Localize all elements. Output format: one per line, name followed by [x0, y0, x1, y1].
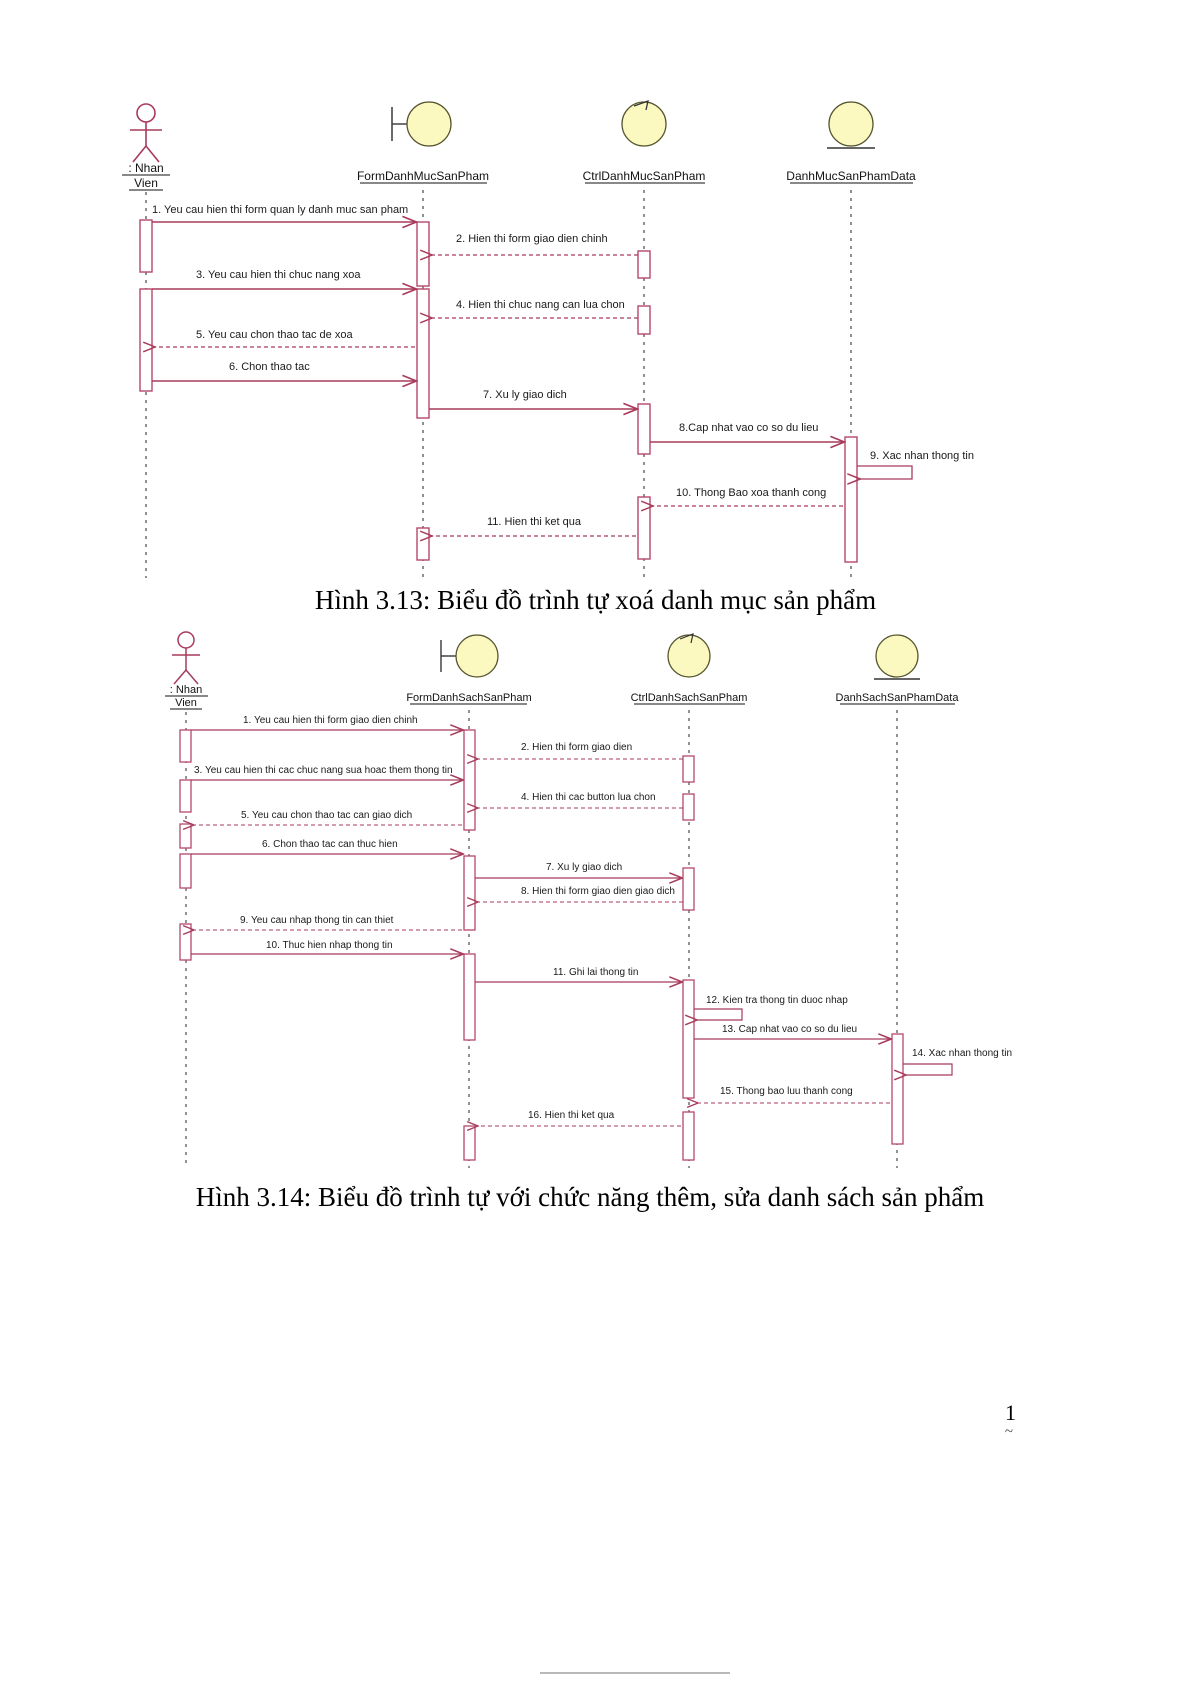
message-2-15: 15. Thong bao luu thanh cong — [697, 1086, 890, 1103]
message-2-16: 16. Hien thi ket qua — [477, 1110, 681, 1126]
lifeline-head-control — [621, 99, 667, 147]
svg-text:15. Thong bao luu thanh cong: 15. Thong bao luu thanh cong — [720, 1086, 853, 1097]
message-3: 3. Yeu cau hien thi chuc nang xoa — [152, 269, 415, 289]
lifeline-dashes-2 — [185, 710, 898, 1168]
lifeline-label-entity: DanhMucSanPhamData — [786, 169, 916, 183]
message-2: 2. Hien thi form giao dien chinh — [431, 233, 638, 255]
message-9-self: 9. Xac nhan thong tin — [857, 450, 974, 479]
lifeline-head-boundary — [391, 101, 452, 147]
message-2-5: 5. Yeu cau chon thao tac can giao dich — [193, 810, 462, 825]
message-5: 5. Yeu cau chon thao tac de xoa — [154, 329, 415, 347]
svg-text:11. Hien thi ket qua: 11. Hien thi ket qua — [487, 516, 582, 528]
lifeline-label-control: CtrlDanhMucSanPham — [583, 169, 706, 183]
message-11: 11. Hien thi ket qua — [431, 516, 636, 536]
activation-bars-2 — [179, 729, 904, 1161]
message-2-6: 6. Chon thao tac can thuc hien — [191, 839, 462, 854]
page-number-underline: ~ — [1004, 1424, 1013, 1440]
svg-text:16. Hien thi ket qua: 16. Hien thi ket qua — [528, 1110, 615, 1121]
lifeline-label-control-2: CtrlDanhSachSanPham — [631, 692, 748, 704]
svg-text:3. Yeu cau hien thi chuc nang: 3. Yeu cau hien thi chuc nang xoa — [196, 269, 361, 281]
svg-text:9. Yeu cau nhap thong tin can: 9. Yeu cau nhap thong tin can thiet — [240, 915, 394, 926]
lifeline-label-boundary-2: FormDanhSachSanPham — [406, 692, 531, 704]
svg-text:12. Kien tra thong tin duoc nh: 12. Kien tra thong tin duoc nhap — [706, 995, 848, 1006]
page-number: 1 — [1005, 1400, 1016, 1425]
svg-text:14. Xac nhan thong tin: 14. Xac nhan thong tin — [912, 1048, 1012, 1059]
svg-text:3. Yeu cau hien thi cac chuc n: 3. Yeu cau hien thi cac chuc nang sua ho… — [194, 765, 453, 776]
message-2-11: 11. Ghi lai thong tin — [475, 967, 681, 982]
svg-text:6. Chon thao tac can thuc hien: 6. Chon thao tac can thuc hien — [262, 839, 398, 850]
svg-text:6. Chon thao tac: 6. Chon thao tac — [229, 361, 310, 373]
svg-text:2. Hien thi form giao dien chi: 2. Hien thi form giao dien chinh — [456, 233, 608, 245]
figure-caption-3-14: Hình 3.14: Biểu đồ trình tự với chức năn… — [195, 1182, 985, 1212]
lifeline-label-entity-2: DanhSachSanPhamData — [836, 692, 960, 704]
footer-divider — [540, 1672, 730, 1674]
svg-text:1. Yeu cau hien thi form quan: 1. Yeu cau hien thi form quan ly danh mu… — [152, 204, 408, 216]
svg-text:11. Ghi lai thong tin: 11. Ghi lai thong tin — [553, 967, 638, 978]
lifeline-head-control-2 — [667, 633, 711, 678]
message-2-3: 3. Yeu cau hien thi cac chuc nang sua ho… — [191, 765, 462, 780]
message-8: 8.Cap nhat vao co so du lieu — [650, 422, 843, 442]
svg-text:8. Hien thi form giao dien gia: 8. Hien thi form giao dien giao dich — [521, 886, 675, 897]
lifeline-head-entity — [827, 101, 875, 149]
lifeline-label-actor-line1: : Nhan — [128, 161, 163, 175]
svg-text:10. Thuc hien nhap thong tin: 10. Thuc hien nhap thong tin — [266, 940, 393, 951]
sequence-diagram-xoa-danh-muc: : Nhan Vien FormDanhMucSanPham CtrlDanhM… — [0, 0, 1191, 600]
message-7: 7. Xu ly giao dich — [429, 389, 636, 409]
message-2-4: 4. Hien thi cac button lua chon — [477, 792, 683, 808]
lifeline-head-entity-2 — [874, 634, 920, 680]
message-2-9: 9. Yeu cau nhap thong tin can thiet — [193, 915, 462, 930]
svg-text:13. Cap nhat vao co so du lieu: 13. Cap nhat vao co so du lieu — [722, 1024, 857, 1035]
svg-text:2. Hien thi form giao dien: 2. Hien thi form giao dien — [521, 742, 632, 753]
message-2-10: 10. Thuc hien nhap thong tin — [191, 940, 462, 954]
lifeline-label-boundary: FormDanhMucSanPham — [357, 169, 489, 183]
message-2-13: 13. Cap nhat vao co so du lieu — [694, 1024, 890, 1039]
lifeline-label-actor-line2: Vien — [134, 176, 158, 190]
svg-text:7. Xu ly giao dich: 7. Xu ly giao dich — [546, 862, 622, 873]
lifeline-head-actor — [130, 103, 162, 163]
svg-text:9. Xac nhan thong tin: 9. Xac nhan thong tin — [870, 450, 974, 462]
message-10: 10. Thong Bao xoa thanh cong — [652, 487, 843, 506]
svg-text:1. Yeu cau hien thi form giao: 1. Yeu cau hien thi form giao dien chinh — [243, 715, 418, 726]
message-1: 1. Yeu cau hien thi form quan ly danh mu… — [152, 204, 415, 222]
lifeline-label-actor-2-line2: Vien — [175, 697, 197, 709]
svg-text:5. Yeu cau chon thao tac can g: 5. Yeu cau chon thao tac can giao dich — [241, 810, 412, 821]
message-6: 6. Chon thao tac — [152, 361, 415, 381]
svg-text:7. Xu ly giao dich: 7. Xu ly giao dich — [483, 389, 567, 401]
message-4: 4. Hien thi chuc nang can lua chon — [431, 299, 638, 318]
message-2-2: 2. Hien thi form giao dien — [477, 742, 683, 759]
message-2-8: 8. Hien thi form giao dien giao dich — [477, 886, 683, 902]
figure-caption-3-13: Hình 3.13: Biểu đồ trình tự xoá danh mục… — [314, 585, 877, 615]
lifeline-head-actor-2 — [172, 631, 200, 685]
svg-text:4. Hien thi chuc nang can lua: 4. Hien thi chuc nang can lua chon — [456, 299, 625, 311]
message-2-1: 1. Yeu cau hien thi form giao dien chinh — [191, 715, 462, 730]
sequence-diagram-them-sua-danh-sach: : Nhan Vien FormDanhSachSanPham CtrlDanh… — [0, 628, 1191, 1188]
message-2-14-self: 14. Xac nhan thong tin — [903, 1048, 1012, 1075]
message-2-7: 7. Xu ly giao dich — [475, 862, 681, 878]
lifeline-head-boundary-2 — [440, 634, 499, 678]
message-2-12-self: 12. Kien tra thong tin duoc nhap — [694, 995, 848, 1020]
lifeline-label-actor-2-line1: : Nhan — [170, 684, 202, 696]
svg-text:8.Cap nhat vao co so du lieu: 8.Cap nhat vao co so du lieu — [679, 422, 818, 434]
svg-text:10. Thong Bao xoa thanh cong: 10. Thong Bao xoa thanh cong — [676, 487, 826, 499]
svg-text:5. Yeu cau chon thao tac de xo: 5. Yeu cau chon thao tac de xoa — [196, 329, 353, 341]
svg-text:4. Hien thi cac button lua cho: 4. Hien thi cac button lua chon — [521, 792, 656, 803]
